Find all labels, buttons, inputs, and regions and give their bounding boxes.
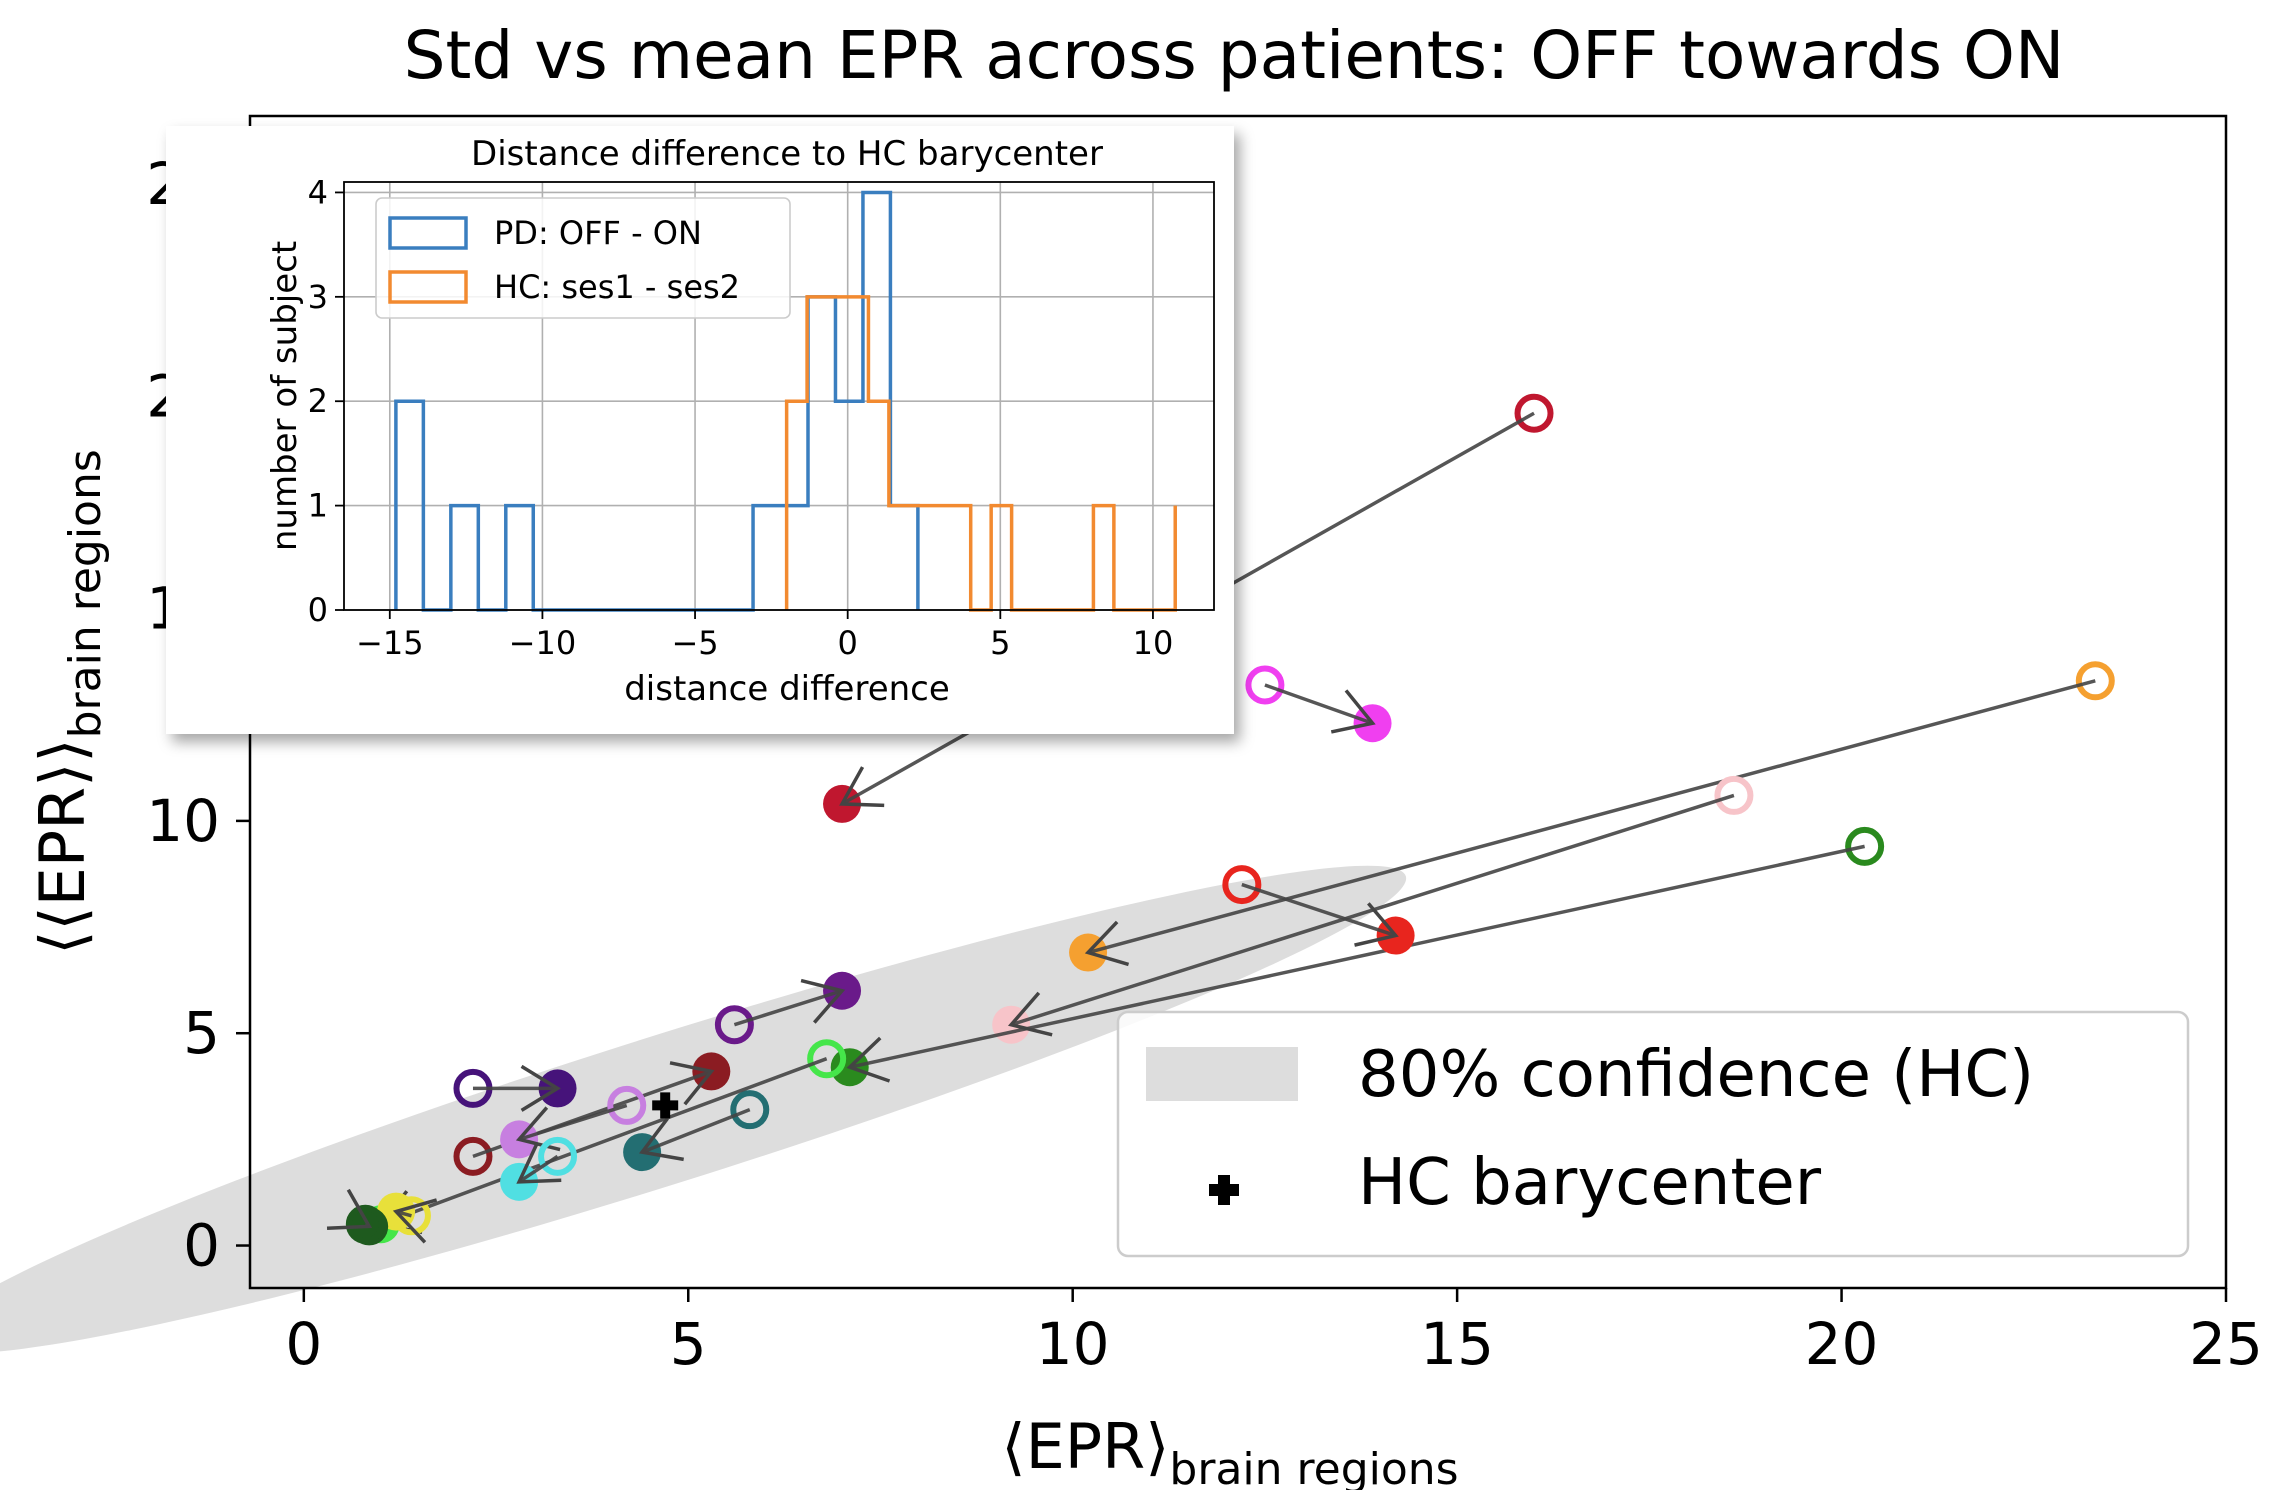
off-to-on-arrow bbox=[641, 1108, 751, 1154]
inset-x-tick-label: −15 bbox=[356, 624, 424, 662]
hc-barycenter-marker bbox=[652, 1092, 679, 1119]
inset-y-tick-label: 2 bbox=[308, 382, 328, 420]
off-to-on-arrow bbox=[1264, 683, 1374, 725]
inset-y-tick-label: 0 bbox=[308, 591, 328, 629]
arrow-head bbox=[516, 1142, 562, 1184]
inset-axis-ticks: −15 −10 −5 0 5 10 0 1 2 3 4 bbox=[308, 173, 1174, 662]
arrow-head bbox=[639, 1117, 684, 1162]
x-tick-label: 15 bbox=[1420, 1310, 1494, 1378]
off-to-on-arrow bbox=[1241, 882, 1397, 938]
inset-x-tick-label: 5 bbox=[990, 624, 1010, 662]
off-to-on-arrow bbox=[849, 844, 1866, 1069]
inset-legend-label-hc: HC: ses1 - ses2 bbox=[494, 268, 740, 306]
arrow-head bbox=[326, 1188, 373, 1231]
arrow-head bbox=[392, 1198, 438, 1244]
off-marker bbox=[607, 1085, 647, 1125]
y-tick-label: 5 bbox=[183, 999, 220, 1067]
off-marker bbox=[2075, 661, 2115, 701]
inset-legend-swatch-pd bbox=[388, 216, 468, 250]
patient-10 bbox=[500, 1085, 647, 1159]
off-marker bbox=[714, 1005, 754, 1045]
off-marker bbox=[538, 1136, 578, 1176]
inset-title: Distance difference to HC barycenter bbox=[471, 134, 1103, 174]
inset-x-tick-label: −5 bbox=[671, 624, 718, 662]
inset-y-tick-label: 3 bbox=[308, 278, 328, 316]
inset-legend: PD: OFF - ON HC: ses1 - ses2 bbox=[375, 197, 791, 319]
legend-frame bbox=[1116, 1010, 2190, 1258]
inset-plot-frame bbox=[343, 181, 1215, 611]
x-tick-label: 25 bbox=[2189, 1310, 2263, 1378]
inset-histogram: Distance difference to HC barycenter −15… bbox=[166, 126, 1234, 734]
inset-legend-swatch-hc bbox=[388, 270, 468, 304]
y-axis-label: ⟨⟨EPR⟩⟩brain regions bbox=[26, 449, 111, 955]
x-tick-label: 20 bbox=[1805, 1310, 1879, 1378]
off-marker bbox=[730, 1090, 770, 1130]
x-tick-label: 5 bbox=[670, 1310, 707, 1378]
arrow-head bbox=[1354, 902, 1399, 947]
x-tick-label: 10 bbox=[1036, 1310, 1110, 1378]
legend-barycenter-marker bbox=[1209, 1175, 1239, 1205]
patient-6 bbox=[714, 971, 862, 1045]
x-axis-label-main: ⟨EPR⟩ bbox=[1001, 1410, 1169, 1483]
inset-legend-frame bbox=[375, 197, 791, 319]
patient-12 bbox=[500, 1136, 578, 1201]
off-marker bbox=[807, 1039, 847, 1079]
arrow-head bbox=[839, 766, 885, 808]
arrow-head bbox=[1007, 991, 1053, 1037]
legend-confidence-label: 80% confidence (HC) bbox=[1358, 1038, 2034, 1112]
off-to-on-arrow bbox=[518, 1154, 559, 1184]
y-axis-label-main: ⟨⟨EPR⟩⟩ bbox=[26, 738, 99, 954]
arrow-head bbox=[669, 1061, 715, 1106]
arrow-head bbox=[520, 1064, 561, 1112]
main-legend: 80% confidence (HC) HC barycenter bbox=[1116, 1010, 2190, 1258]
x-tick-label: 0 bbox=[285, 1310, 322, 1378]
off-to-on-arrow bbox=[733, 989, 843, 1027]
y-tick-label: 10 bbox=[146, 787, 220, 855]
arrow-head bbox=[1330, 689, 1376, 734]
patient-9 bbox=[623, 1090, 770, 1172]
inset-x-tick-label: 0 bbox=[838, 624, 858, 662]
y-axis-label-subscript: brain regions bbox=[60, 449, 111, 738]
off-marker bbox=[453, 1136, 493, 1176]
patient-7 bbox=[453, 1064, 577, 1112]
off-marker bbox=[1514, 393, 1554, 433]
patient-2 bbox=[1069, 661, 2115, 972]
inset-y-tick-label: 1 bbox=[308, 487, 328, 525]
chart-title: Std vs mean EPR across patients: OFF tow… bbox=[404, 17, 2065, 94]
legend-confidence-swatch bbox=[1146, 1047, 1298, 1101]
x-axis-label-subscript: brain regions bbox=[1169, 1444, 1458, 1490]
arrow-head bbox=[800, 978, 846, 1024]
off-to-on-arrow bbox=[518, 1103, 628, 1142]
patient-5 bbox=[1222, 865, 1415, 955]
inset-y-axis-label: number of subject bbox=[265, 241, 305, 551]
inset-x-axis-label: distance difference bbox=[624, 669, 950, 709]
inset-x-tick-label: 10 bbox=[1133, 624, 1174, 662]
patient-14 bbox=[326, 1188, 389, 1246]
x-axis-label: ⟨EPR⟩brain regions bbox=[1001, 1410, 1458, 1490]
off-marker bbox=[1845, 826, 1885, 866]
y-tick-label: 0 bbox=[183, 1212, 220, 1280]
off-marker bbox=[1245, 665, 1285, 705]
inset-legend-label-pd: PD: OFF - ON bbox=[494, 214, 702, 252]
inset-x-tick-label: −10 bbox=[509, 624, 577, 662]
inset-y-tick-label: 4 bbox=[308, 173, 328, 211]
patient-8 bbox=[453, 1052, 731, 1176]
off-to-on-arrow bbox=[1087, 679, 2096, 955]
patient-1 bbox=[1245, 665, 1392, 743]
patient-data-layer bbox=[326, 393, 2115, 1246]
legend-barycenter-label: HC barycenter bbox=[1358, 1146, 1822, 1220]
off-marker bbox=[1714, 775, 1754, 815]
arrow-head bbox=[846, 1036, 891, 1083]
off-marker bbox=[1222, 865, 1262, 905]
off-to-on-arrow bbox=[380, 1057, 828, 1226]
off-marker bbox=[345, 1204, 385, 1244]
arrow-head bbox=[1084, 920, 1130, 967]
off-marker bbox=[391, 1196, 431, 1236]
